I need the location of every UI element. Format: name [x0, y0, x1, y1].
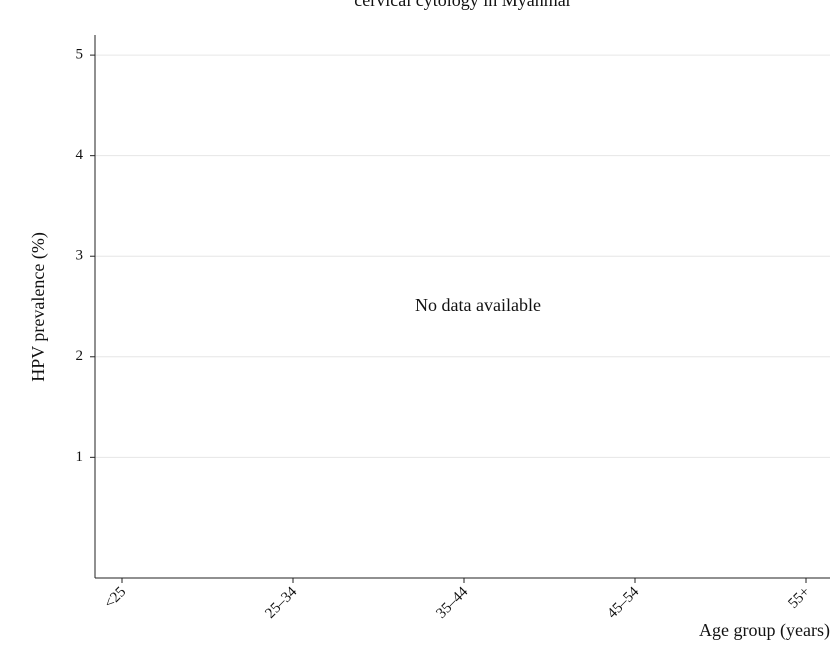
x-tick-label: 35–44 — [433, 584, 471, 622]
x-tick-label: 55+ — [785, 584, 813, 612]
x-tick-label: 45–54 — [604, 584, 642, 622]
x-tick-label: <25 — [101, 584, 129, 612]
annotation: No data available — [415, 295, 541, 315]
x-axis-label: Age group (years) — [699, 620, 830, 641]
y-axis-label: HPV prevalence (%) — [28, 232, 49, 382]
x-tick-label: 25–34 — [262, 584, 300, 622]
chart-title: cervical cytology in Myanmar — [354, 0, 571, 10]
y-tick-label: 4 — [76, 147, 84, 163]
y-tick-label: 5 — [76, 47, 84, 63]
y-tick-label: 3 — [76, 248, 84, 264]
y-tick-label: 2 — [76, 348, 84, 364]
y-tick-label: 1 — [76, 449, 84, 465]
